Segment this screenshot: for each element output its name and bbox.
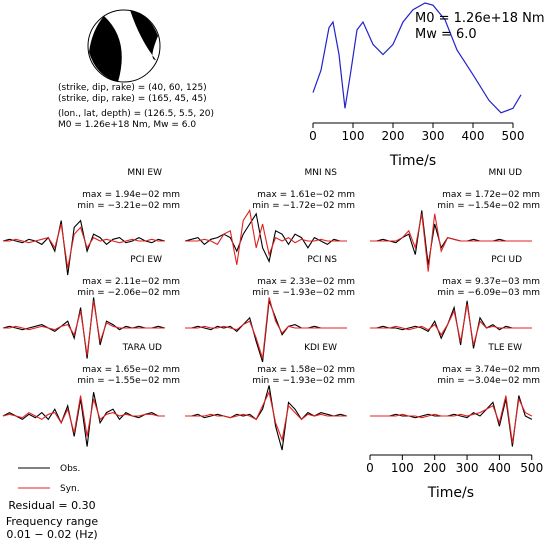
note: Residual = 0.30 (8, 499, 95, 512)
x-tick-label: 0 (366, 461, 374, 475)
waveform (185, 390, 347, 442)
max-label: max = 9.37e−03 mm (442, 277, 540, 287)
waveform (185, 297, 347, 359)
max-label: max = 1.58e−02 mm (257, 365, 355, 375)
waveform (370, 395, 533, 444)
panel-title: MNI NS (305, 168, 338, 178)
waveform (370, 304, 532, 346)
x-tick-label: 300 (456, 461, 479, 475)
x-axis-label: Time/s (427, 485, 474, 501)
min-label: min = −1.93e−02 mm (252, 376, 355, 386)
source-time-function (312, 2, 522, 114)
min-label: min = −6.09e−03 mm (437, 288, 540, 298)
legend-label: Syn. (60, 484, 80, 494)
waveform (2, 219, 165, 276)
panel-title: MNI UD (488, 168, 522, 178)
x-tick-label: 200 (382, 129, 405, 143)
x-tick-label: 0 (309, 129, 317, 143)
waveform (185, 385, 347, 451)
beachball-label: (lon., lat, depth) = (126.5, 5.5, 20) (58, 109, 214, 119)
beachball-compressional (130, 10, 158, 60)
beachball-label: M0 = 1.26e+18 Nm, Mw = 6.0 (58, 120, 196, 130)
panel-title: PCI UD (491, 255, 522, 265)
max-label: max = 2.33e−02 mm (257, 277, 355, 287)
x-axis-label: Time/s (389, 153, 436, 169)
waveform (370, 213, 532, 272)
min-label: min = −1.54e−02 mm (437, 201, 540, 211)
waveform (370, 300, 532, 349)
waveform (3, 300, 165, 356)
waveform (2, 395, 165, 437)
max-label: max = 2.11e−02 mm (82, 277, 180, 287)
waveform (3, 223, 165, 269)
beachball-label: (strike, dip, rake) = (40, 60, 125) (58, 83, 207, 93)
beachball-compressional (89, 16, 122, 82)
min-label: min = −2.06e−02 mm (77, 288, 180, 298)
x-tick-label: 500 (520, 461, 543, 475)
max-label: max = 1.61e−02 mm (257, 190, 355, 200)
max-label: max = 1.94e−02 mm (82, 190, 180, 200)
panel-title: PCI EW (130, 255, 162, 265)
x-tick-label: 100 (391, 461, 414, 475)
panel-title: TARA UD (122, 343, 162, 353)
beachball-label: (strike, dip, rake) = (165, 45, 45) (58, 94, 207, 104)
note: 0.01 − 0.02 (Hz) (6, 528, 97, 540)
min-label: min = −3.21e−02 mm (77, 201, 180, 211)
max-label: max = 3.74e−02 mm (442, 365, 540, 375)
x-tick-label: 300 (422, 129, 445, 143)
max-label: max = 1.65e−02 mm (82, 365, 180, 375)
annotation: M0 = 1.26e+18 Nm (415, 11, 545, 26)
min-label: min = −3.04e−02 mm (437, 376, 540, 386)
max-label: max = 1.72e−02 mm (442, 190, 540, 200)
note: Frequency range (6, 515, 99, 528)
x-tick-label: 200 (423, 461, 446, 475)
waveform (370, 395, 533, 447)
panel-title: PCI NS (307, 255, 337, 265)
beachball (87, 9, 161, 83)
min-label: min = −1.72e−02 mm (252, 201, 355, 211)
annotation: Mw = 6.0 (415, 27, 477, 42)
waveform (184, 212, 347, 264)
panel-title: TLE EW (487, 343, 522, 353)
min-label: min = −1.93e−02 mm (252, 288, 355, 298)
x-tick-label: 100 (342, 129, 365, 143)
min-label: min = −1.55e−02 mm (77, 376, 180, 386)
legend-label: Obs. (60, 464, 80, 474)
waveform (185, 208, 347, 265)
panel-title: MNI EW (127, 168, 162, 178)
panel-title: KDI EW (304, 343, 337, 353)
x-tick-label: 400 (462, 129, 485, 143)
x-tick-label: 400 (488, 461, 511, 475)
waveform (2, 392, 165, 447)
x-tick-label: 500 (502, 129, 525, 143)
